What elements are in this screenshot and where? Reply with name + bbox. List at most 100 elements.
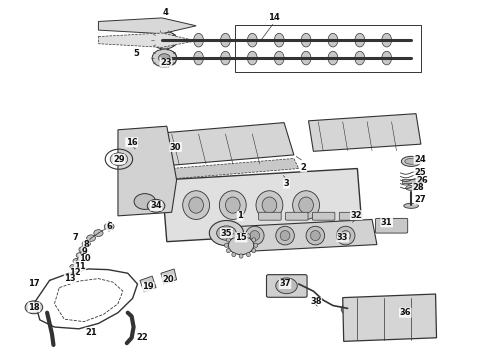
Circle shape <box>25 301 43 314</box>
Circle shape <box>70 265 76 269</box>
Text: 17: 17 <box>28 279 40 288</box>
Ellipse shape <box>167 33 176 47</box>
Text: 11: 11 <box>74 262 86 271</box>
Polygon shape <box>162 168 362 242</box>
Ellipse shape <box>239 232 243 237</box>
Ellipse shape <box>232 234 236 238</box>
Text: 36: 36 <box>399 308 411 317</box>
Ellipse shape <box>250 230 260 240</box>
Circle shape <box>76 253 83 258</box>
Text: 21: 21 <box>85 328 97 337</box>
Text: 26: 26 <box>416 176 428 185</box>
Ellipse shape <box>406 185 416 190</box>
Ellipse shape <box>183 191 210 220</box>
Ellipse shape <box>382 33 392 47</box>
Circle shape <box>159 54 170 62</box>
FancyBboxPatch shape <box>375 219 408 233</box>
Circle shape <box>209 221 244 246</box>
Text: 38: 38 <box>310 297 321 306</box>
Text: 29: 29 <box>113 155 125 164</box>
Ellipse shape <box>232 252 236 257</box>
Text: 34: 34 <box>150 201 162 210</box>
Text: 30: 30 <box>170 143 181 152</box>
Text: 8: 8 <box>83 240 89 249</box>
Ellipse shape <box>355 33 365 47</box>
Ellipse shape <box>306 226 325 245</box>
Ellipse shape <box>247 51 257 65</box>
Text: 31: 31 <box>381 218 392 227</box>
Polygon shape <box>140 276 156 292</box>
Ellipse shape <box>189 197 203 213</box>
Text: 9: 9 <box>82 247 88 256</box>
Text: 6: 6 <box>106 222 112 231</box>
Circle shape <box>147 199 165 212</box>
Ellipse shape <box>382 51 392 65</box>
Ellipse shape <box>355 51 365 65</box>
FancyBboxPatch shape <box>259 212 281 220</box>
Ellipse shape <box>401 156 421 166</box>
Ellipse shape <box>252 248 256 253</box>
Text: 19: 19 <box>143 282 154 291</box>
Circle shape <box>159 36 170 44</box>
Ellipse shape <box>274 51 284 65</box>
Ellipse shape <box>246 234 250 238</box>
Polygon shape <box>235 220 377 252</box>
Ellipse shape <box>220 51 230 65</box>
Circle shape <box>87 235 96 241</box>
Bar <box>402 179 421 183</box>
Polygon shape <box>309 114 421 151</box>
Ellipse shape <box>252 238 256 242</box>
Circle shape <box>222 230 230 236</box>
Ellipse shape <box>405 158 417 164</box>
Text: 10: 10 <box>79 255 91 264</box>
Circle shape <box>276 278 297 294</box>
Polygon shape <box>343 294 437 341</box>
Polygon shape <box>162 158 299 179</box>
Circle shape <box>341 303 359 316</box>
Text: 15: 15 <box>235 233 247 242</box>
Circle shape <box>217 226 236 240</box>
Polygon shape <box>98 18 196 34</box>
Ellipse shape <box>224 243 228 247</box>
Ellipse shape <box>299 197 314 213</box>
Text: 3: 3 <box>284 179 290 188</box>
Ellipse shape <box>225 197 240 213</box>
Ellipse shape <box>311 230 320 240</box>
Ellipse shape <box>167 51 176 65</box>
Text: 20: 20 <box>162 275 173 284</box>
Ellipse shape <box>220 191 246 220</box>
Circle shape <box>79 247 87 252</box>
Ellipse shape <box>254 243 258 247</box>
Ellipse shape <box>194 33 203 47</box>
Text: 7: 7 <box>72 233 78 242</box>
Polygon shape <box>157 123 294 166</box>
Text: 18: 18 <box>28 303 40 312</box>
Text: 1: 1 <box>237 211 243 220</box>
Text: 37: 37 <box>279 279 291 288</box>
Circle shape <box>82 241 90 247</box>
Text: 24: 24 <box>414 155 426 164</box>
Text: 2: 2 <box>301 163 307 172</box>
Circle shape <box>152 49 176 67</box>
FancyBboxPatch shape <box>286 212 308 220</box>
Ellipse shape <box>341 230 350 240</box>
Ellipse shape <box>226 238 230 242</box>
Ellipse shape <box>245 226 264 245</box>
Circle shape <box>134 194 156 210</box>
Circle shape <box>228 236 254 255</box>
Text: 22: 22 <box>137 333 148 342</box>
Circle shape <box>152 31 176 49</box>
Polygon shape <box>118 126 176 216</box>
Ellipse shape <box>226 248 230 253</box>
Text: 16: 16 <box>126 138 138 147</box>
Ellipse shape <box>336 226 355 245</box>
Text: 35: 35 <box>220 229 232 238</box>
FancyBboxPatch shape <box>313 212 335 220</box>
Ellipse shape <box>301 33 311 47</box>
Text: 4: 4 <box>163 8 169 17</box>
Text: 33: 33 <box>337 233 348 242</box>
Text: 23: 23 <box>160 58 172 67</box>
Text: 32: 32 <box>350 211 362 220</box>
Text: 12: 12 <box>69 268 81 277</box>
Ellipse shape <box>293 191 319 220</box>
